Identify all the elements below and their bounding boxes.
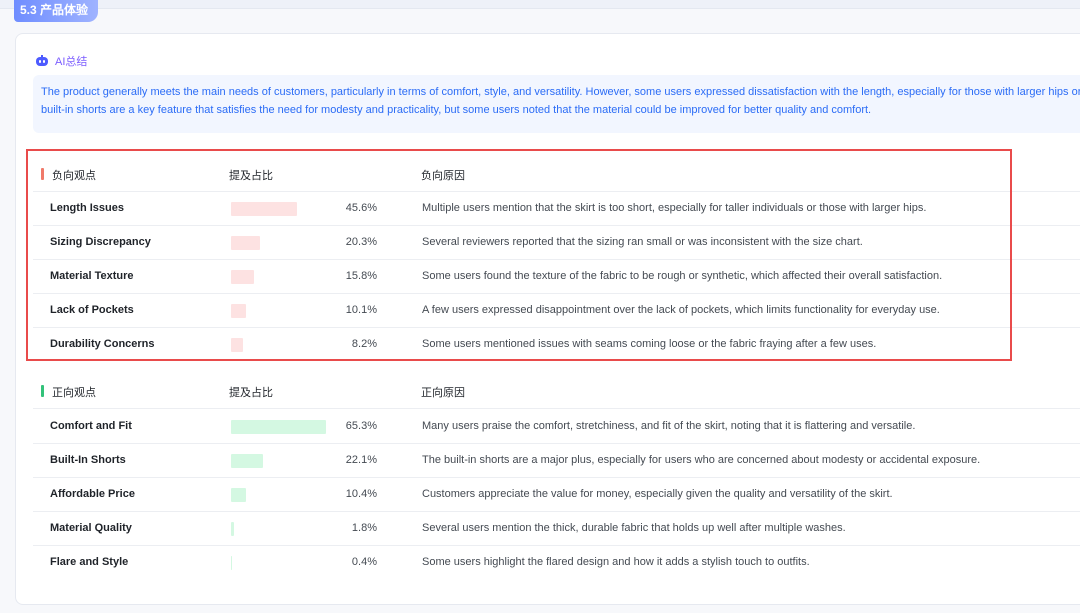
ratio-value: 1.8% — [351, 522, 377, 534]
negative-table-header: 负向观点 提及占比 负向原因 — [33, 158, 1080, 192]
ratio-bar — [231, 202, 298, 216]
ratio-bar — [231, 338, 243, 352]
ratio-bar — [231, 236, 261, 250]
ai-summary-label: AI总结 — [55, 56, 88, 68]
opinion-reason: Some users highlight the flared design a… — [422, 556, 810, 568]
table-row: Material Texture 15.8% Some users found … — [33, 260, 1080, 294]
table-row: Material Quality 1.8% Several users ment… — [33, 512, 1080, 546]
opinion-label: Built-In Shorts — [50, 454, 126, 466]
ratio-value: 10.4% — [345, 488, 377, 500]
ratio-value: 20.3% — [345, 236, 377, 248]
positive-table-header: 正向观点 提及占比 正向原因 — [33, 375, 1080, 409]
opinion-label: Length Issues — [50, 202, 124, 214]
positive-header-reason: 正向原因 — [421, 387, 465, 399]
opinion-reason: Some users found the texture of the fabr… — [422, 270, 943, 282]
opinion-label: Material Texture — [50, 270, 134, 282]
ratio-value: 45.6% — [345, 202, 377, 214]
opinion-reason: Many users praise the comfort, stretchin… — [422, 420, 916, 432]
ratio-value: 65.3% — [345, 420, 377, 432]
ai-summary-box: The product generally meets the main nee… — [33, 75, 1080, 133]
table-row: Sizing Discrepancy 20.3% Several reviewe… — [33, 226, 1080, 260]
positive-header-label: 正向观点 — [52, 387, 96, 399]
opinion-label: Material Quality — [50, 522, 132, 534]
opinion-reason: Several users mention the thick, durable… — [422, 522, 846, 534]
opinion-reason: A few users expressed disappointment ove… — [422, 304, 940, 316]
table-row: Durability Concerns 8.2% Some users ment… — [33, 328, 1080, 362]
table-row: Length Issues 45.6% Multiple users menti… — [33, 192, 1080, 226]
ratio-bar — [231, 556, 232, 570]
ratio-value: 15.8% — [345, 270, 377, 282]
table-row: Built-In Shorts 22.1% The built-in short… — [33, 444, 1080, 478]
ai-summary-line-2: built-in shorts are a key feature that s… — [41, 104, 872, 116]
ratio-value: 22.1% — [345, 454, 377, 466]
opinion-reason: Some users mentioned issues with seams c… — [422, 338, 877, 350]
ratio-bar — [231, 304, 246, 318]
opinion-reason: Customers appreciate the value for money… — [422, 488, 893, 500]
ai-summary-line-1: The product generally meets the main nee… — [41, 86, 1080, 98]
table-row: Lack of Pockets 10.1% A few users expres… — [33, 294, 1080, 328]
ratio-bar — [231, 522, 234, 536]
opinion-reason: The built-in shorts are a major plus, es… — [422, 454, 981, 466]
section-title-tab: 5.3 产品体验 — [14, 0, 98, 22]
opinion-label: Lack of Pockets — [50, 304, 134, 316]
opinion-reason: Multiple users mention that the skirt is… — [422, 202, 927, 214]
negative-header-reason: 负向原因 — [421, 170, 465, 182]
ai-summary-header: AI总结 — [35, 53, 87, 69]
opinion-label: Flare and Style — [50, 556, 129, 568]
opinion-label: Sizing Discrepancy — [50, 236, 151, 248]
ratio-bar — [231, 270, 254, 284]
negative-header-label: 负向观点 — [52, 170, 96, 182]
ratio-bar — [231, 488, 247, 502]
negative-marker — [41, 168, 44, 180]
table-row: Comfort and Fit 65.3% Many users praise … — [33, 410, 1080, 444]
opinion-label: Comfort and Fit — [50, 420, 132, 432]
top-band — [0, 0, 1080, 9]
table-row: Flare and Style 0.4% Some users highligh… — [33, 546, 1080, 580]
positive-header-ratio: 提及占比 — [229, 387, 273, 399]
ratio-bar — [231, 420, 326, 434]
opinion-label: Affordable Price — [50, 488, 135, 500]
opinion-reason: Several reviewers reported that the sizi… — [422, 236, 863, 248]
opinion-label: Durability Concerns — [50, 338, 155, 350]
ratio-value: 8.2% — [351, 338, 377, 350]
negative-header-ratio: 提及占比 — [229, 170, 273, 182]
ratio-value: 0.4% — [351, 556, 377, 568]
ratio-value: 10.1% — [345, 304, 377, 316]
positive-marker — [41, 385, 44, 397]
ratio-bar — [231, 454, 264, 468]
robot-icon — [35, 55, 49, 67]
table-row: Affordable Price 10.4% Customers appreci… — [33, 478, 1080, 512]
